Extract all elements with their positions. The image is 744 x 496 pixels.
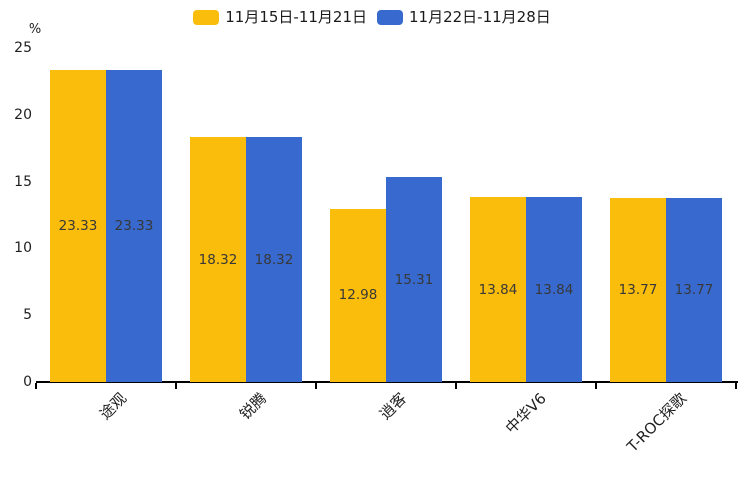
- legend-swatch-series2: [377, 9, 403, 25]
- y-axis-unit-label: %: [28, 22, 42, 37]
- y-tick-label: 20: [14, 106, 32, 123]
- bar[interactable]: [526, 197, 582, 382]
- bar[interactable]: [386, 177, 442, 382]
- legend-swatch-series1: [193, 9, 220, 25]
- bar[interactable]: [190, 137, 246, 382]
- legend-label: 11月22日-11月28日: [409, 7, 551, 26]
- x-axis-line: [36, 381, 738, 383]
- bar[interactable]: [106, 70, 162, 382]
- legend-item[interactable]: 11月15日-11月21日: [193, 7, 367, 26]
- x-tick-label: 逍客: [376, 389, 411, 424]
- x-axis-tick: [175, 383, 177, 389]
- x-tick-label: 中华V6: [502, 389, 551, 438]
- bar[interactable]: [246, 137, 302, 382]
- legend: 11月15日-11月21日 11月22日-11月28日: [0, 6, 744, 28]
- x-tick-label: T-ROC探歌: [623, 389, 691, 456]
- bar[interactable]: [330, 208, 386, 382]
- bar[interactable]: [610, 198, 666, 382]
- legend-label: 11月15日-11月21日: [225, 7, 367, 26]
- x-axis-tick: [455, 383, 457, 389]
- x-tick-label: 锐腾: [236, 389, 271, 424]
- bar[interactable]: [50, 70, 106, 382]
- y-tick-label: 5: [23, 307, 32, 324]
- bar[interactable]: [666, 198, 722, 382]
- y-tick-label: 0: [23, 374, 32, 390]
- y-tick-label: 25: [14, 40, 32, 56]
- x-axis-tick: [735, 383, 737, 389]
- bar[interactable]: [470, 197, 526, 382]
- y-tick-label: 15: [14, 173, 32, 190]
- x-axis-tick: [595, 383, 597, 389]
- x-axis-tick: [315, 383, 317, 389]
- y-tick-label: 10: [14, 240, 32, 257]
- legend-item[interactable]: 11月22日-11月28日: [377, 7, 551, 26]
- x-tick-label: 途观: [96, 389, 131, 424]
- x-axis-tick: [35, 383, 37, 389]
